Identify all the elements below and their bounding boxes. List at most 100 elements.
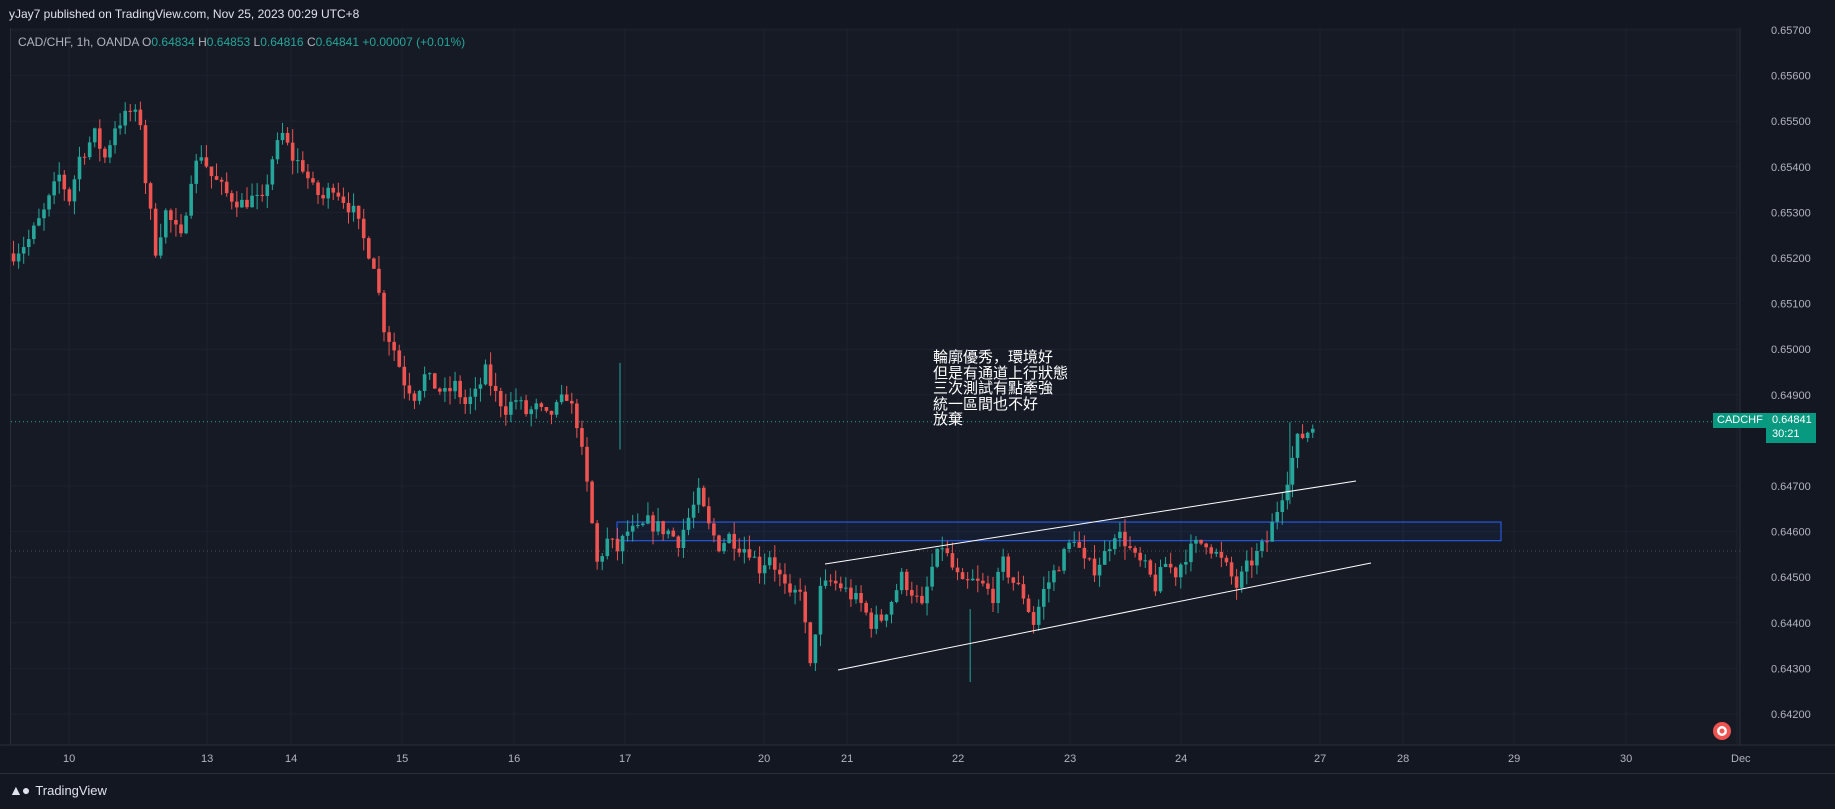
ohlc-legend: CAD/CHF, 1h, OANDA O0.64834 H0.64853 L0.…	[18, 35, 465, 49]
candle-body	[16, 253, 21, 262]
candle-body	[722, 543, 726, 552]
candle-body	[67, 189, 72, 202]
candle-body	[468, 396, 473, 405]
candle-body	[1123, 531, 1127, 547]
time-tick-label: 15	[396, 753, 408, 765]
low-value: 0.64816	[260, 35, 304, 49]
candle-body	[1062, 548, 1066, 571]
time-tick-label: 29	[1508, 753, 1520, 765]
candle-body	[504, 406, 508, 415]
bar-countdown: 30:21	[1772, 428, 1800, 440]
candle-body	[849, 587, 853, 600]
candle-body	[641, 523, 645, 526]
candle-body	[1194, 539, 1198, 544]
high-value: 0.64853	[206, 35, 251, 49]
candle-body	[214, 176, 219, 180]
candle-body	[392, 341, 396, 351]
candle-body	[417, 390, 422, 401]
candle-body	[838, 583, 843, 589]
candle-body	[681, 529, 686, 548]
price-axis[interactable]: 0.65700 0.65600 0.65500 0.65400 0.65300 0.652…	[1771, 25, 1811, 721]
candle-body	[1168, 563, 1173, 568]
candle-body	[133, 109, 138, 112]
channel-lines[interactable]	[824, 480, 1372, 671]
candle-body	[82, 156, 87, 158]
time-tick-label: 24	[1175, 753, 1187, 765]
candle-body	[92, 128, 97, 143]
candle-body	[920, 595, 924, 604]
candle-body	[77, 156, 82, 180]
candle-body	[762, 565, 767, 574]
candle-body	[661, 521, 665, 535]
candle-body	[1097, 564, 1102, 576]
tradingview-logo[interactable]: ▲● TradingView	[9, 782, 107, 798]
candle-body	[321, 195, 325, 199]
candle-body	[712, 523, 716, 536]
candle-body	[605, 538, 610, 557]
price-tick-label: 0.65400	[1771, 162, 1811, 174]
candle-body	[534, 403, 539, 410]
candle-body	[1026, 598, 1031, 613]
candle-body	[742, 549, 747, 553]
candle-body	[1285, 484, 1290, 501]
candle-body	[295, 160, 300, 162]
tv-logo-icon: ▲●	[9, 782, 30, 798]
candle-body	[432, 373, 437, 389]
candle-body	[118, 125, 122, 129]
candle-body	[1219, 551, 1224, 558]
candle-body	[970, 578, 975, 581]
candle-body	[47, 195, 51, 210]
candle-body	[209, 166, 214, 177]
symbol-label[interactable]: CAD/CHF, 1h, OANDA	[18, 35, 139, 49]
candle-body	[1148, 560, 1153, 575]
candle-body	[128, 110, 133, 112]
time-tick-label: 30	[1620, 753, 1632, 765]
time-tick-label: 22	[952, 753, 964, 765]
candle-body	[463, 397, 468, 405]
candle-body	[224, 181, 229, 194]
open-value: 0.64834	[151, 35, 195, 49]
candle-body	[569, 400, 574, 404]
text-annotation[interactable]: 輪廓優秀，環境好 但是有通道上行狀態 三次測試有點牽強 統一區間也不好 放棄	[933, 349, 1069, 428]
event-icon[interactable]	[1713, 722, 1731, 740]
candle-body	[412, 393, 417, 401]
price-tick-label: 0.65700	[1771, 25, 1811, 37]
candle-body	[727, 533, 731, 544]
candle-body	[336, 192, 341, 197]
candle-body	[1300, 433, 1305, 439]
candle-body	[1138, 552, 1142, 561]
candle-body	[696, 487, 701, 505]
candle-body	[407, 385, 412, 394]
last-price-value: 0.64841	[1772, 414, 1812, 426]
candle-body	[691, 504, 696, 518]
candle-body	[483, 364, 488, 385]
candle-body	[757, 556, 762, 574]
candle-body	[240, 199, 244, 208]
candle-body	[803, 591, 808, 623]
candle-body	[1052, 570, 1056, 583]
candle-body	[199, 157, 204, 161]
time-axis[interactable]: 10 13 14 15 16 17 20 21 22 23 24 27 28 29 30 Dec	[63, 753, 1751, 765]
candle-body	[549, 410, 554, 415]
candle-body	[564, 394, 569, 401]
candle-body	[26, 239, 31, 248]
candle-body	[448, 388, 452, 392]
candle-body	[975, 578, 980, 581]
candle-body	[996, 571, 1000, 604]
candle-body	[1102, 551, 1107, 565]
candle-body	[219, 179, 224, 182]
candle-body	[778, 569, 782, 575]
candle-body	[686, 517, 691, 530]
candle-body	[610, 538, 615, 540]
candle-body	[62, 174, 67, 190]
price-tick-label: 0.65300	[1771, 207, 1811, 219]
annotation-line: 但是有通道上行狀態	[933, 363, 1069, 382]
candle-body	[910, 590, 914, 596]
candle-body	[458, 380, 462, 398]
candle-body	[854, 593, 858, 600]
price-tick-label: 0.64400	[1771, 618, 1811, 630]
candle-body	[575, 403, 579, 429]
candle-body	[1036, 606, 1041, 625]
candle-body	[1229, 562, 1234, 577]
